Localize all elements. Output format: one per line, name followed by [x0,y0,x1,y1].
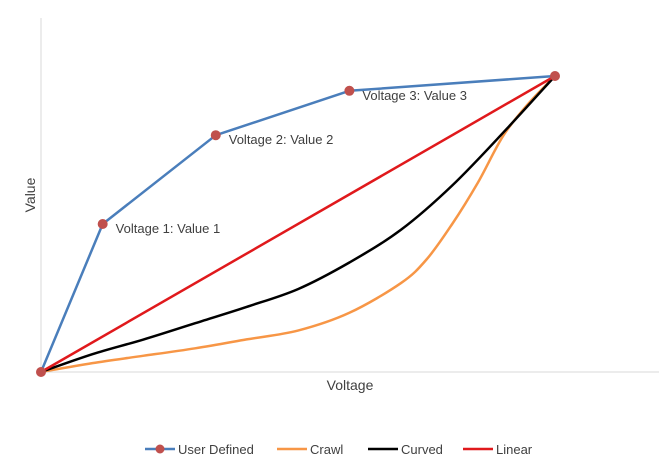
legend-item-curved: Curved [368,442,443,457]
annotation-layer: Voltage 1: Value 1 Voltage 2: Value 2 Volt… [116,88,467,236]
legend-item-user-defined: User Defined [145,442,254,457]
series-line-crawl [40,75,556,374]
legend-label-user-defined: User Defined [178,442,254,457]
legend-label-linear: Linear [496,442,533,457]
y-axis-title: Value [22,177,38,212]
axes [40,18,659,373]
data-point-user-defined-3 [344,85,355,96]
data-label-user-defined-1: Voltage 1: Value 1 [116,221,221,236]
data-point-user-defined-0 [36,367,46,377]
legend-marker-user-defined [155,444,165,454]
legend-label-crawl: Crawl [310,442,343,457]
series-line-linear [40,74,556,374]
data-label-user-defined-3: Voltage 3: Value 3 [362,88,467,103]
data-label-user-defined-2: Voltage 2: Value 2 [229,132,334,147]
x-axis-title: Voltage [327,377,374,393]
series-layer [36,71,560,377]
legend-item-crawl: Crawl [277,442,343,457]
data-point-user-defined-4 [550,71,560,81]
legend-item-linear: Linear [463,442,533,457]
legend: User Defined Crawl Curved Linear [145,442,533,457]
series-line-curved [40,75,556,374]
data-point-user-defined-1 [97,219,108,229]
legend-label-curved: Curved [401,442,443,457]
data-point-user-defined-2 [210,130,221,141]
